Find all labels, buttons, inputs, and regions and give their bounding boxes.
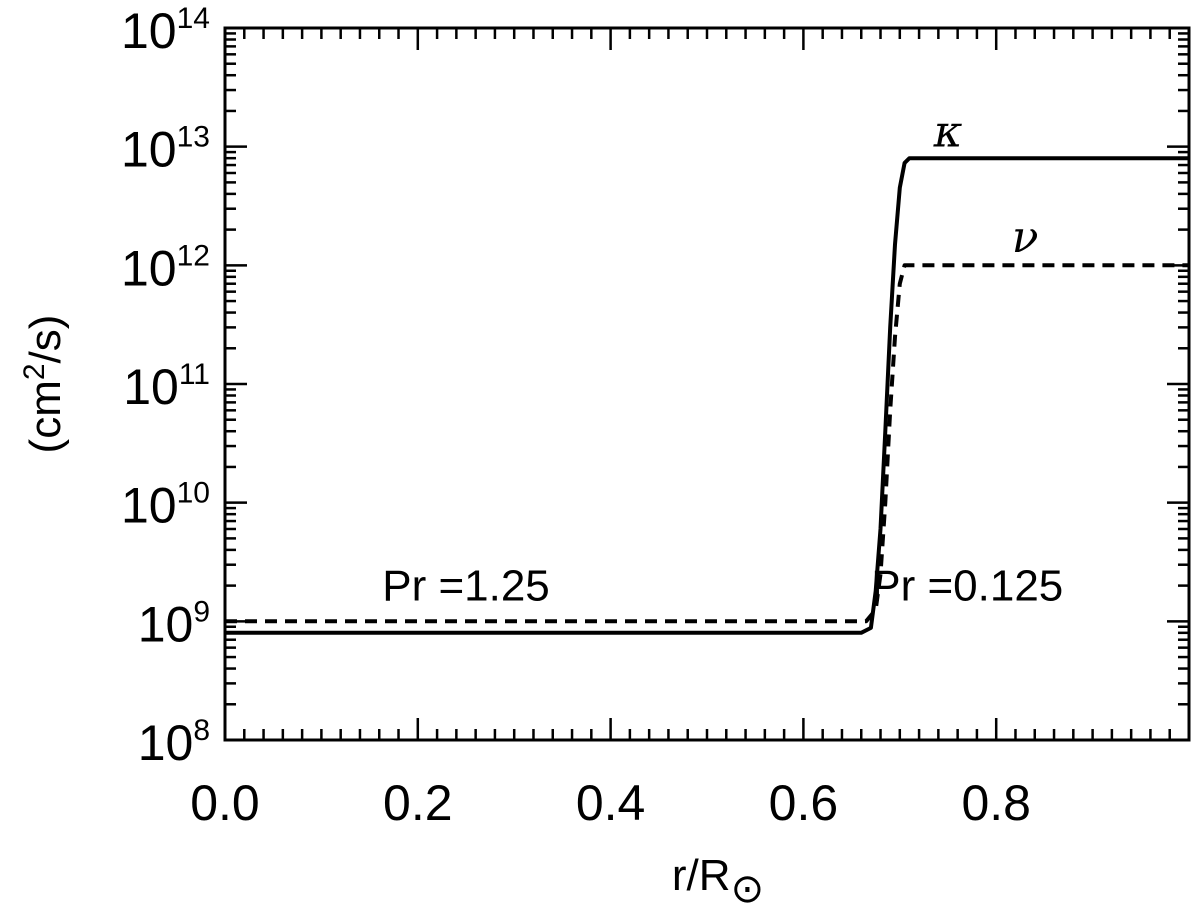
y-tick-label: 109: [138, 595, 210, 652]
pr-annotation: Pr =1.25: [382, 561, 550, 610]
x-tick-label: 0.8: [961, 775, 1031, 831]
y-tick-label: 108: [138, 714, 210, 771]
x-tick-label: 0.0: [190, 775, 260, 831]
series-label: κ: [933, 107, 963, 158]
plot-frame: [223, 26, 1191, 742]
y-tick-label: 1014: [121, 2, 210, 59]
annotations: Pr =1.25 Pr =0.125 κ ν: [382, 107, 1063, 611]
y-tick-label: 1010: [121, 477, 210, 534]
pr-annotation: Pr =0.125: [871, 561, 1063, 610]
x-tick-labels: 0.0 0.2 0.4 0.6 0.8: [190, 775, 1031, 831]
y-tick-labels: 108 109 1010 1011 1012 1013 1014: [121, 2, 210, 771]
ticks-layer: [223, 28, 1191, 742]
x-tick-label: 0.6: [769, 775, 839, 831]
series-label: ν: [1012, 212, 1039, 263]
x-axis-label: r/R⊙: [672, 851, 764, 911]
series-line-kappa: [225, 156, 1189, 635]
x-tick-label: 0.4: [576, 775, 646, 831]
series-layer: [225, 156, 1189, 635]
y-axis-label: (cm2/s): [18, 315, 70, 454]
x-tick-label: 0.2: [383, 775, 453, 831]
series-line-nu: [225, 263, 1189, 624]
y-tick-label: 1013: [121, 121, 210, 178]
y-tick-label: 1011: [123, 358, 210, 415]
y-tick-label: 1012: [121, 239, 210, 296]
